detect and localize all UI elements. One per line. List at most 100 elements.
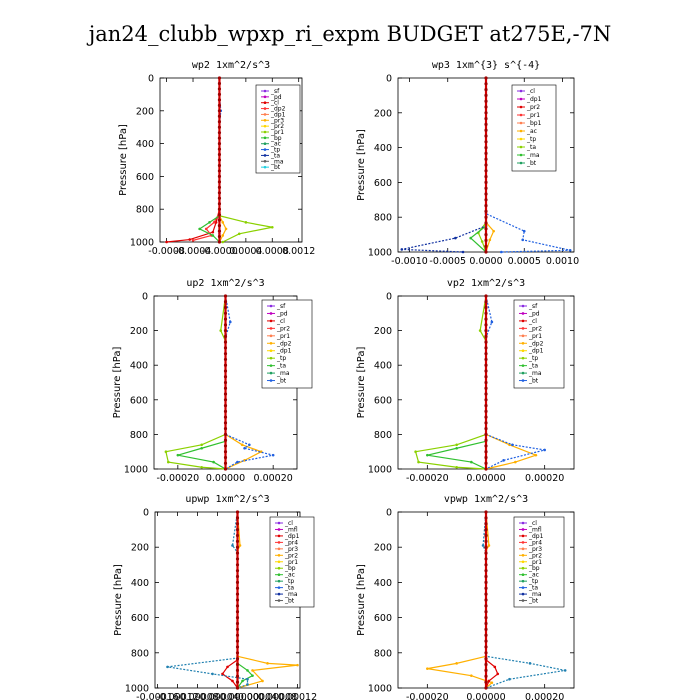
legend-marker (521, 592, 525, 596)
zero-profile-point (484, 128, 488, 132)
zero-profile-point (217, 81, 222, 86)
legend-marker (263, 148, 267, 151)
y-tick-label: 600 (131, 613, 149, 624)
zero-profile-point (484, 180, 488, 184)
zero-profile-point (235, 633, 240, 637)
data-point (241, 679, 244, 683)
zero-profile-point (217, 229, 222, 233)
series-line (166, 78, 221, 243)
legend-entry: _pr1 (276, 333, 290, 340)
x-tick-label: 0.00004 (238, 692, 277, 700)
legend-entry: _pr3 (528, 546, 542, 553)
zero-profile-point (217, 202, 222, 206)
legend-entry: _ac (284, 572, 295, 579)
zero-profile-point (223, 461, 228, 465)
zero-profile-point (484, 522, 488, 526)
x-tick-label: -0.00008 (176, 692, 219, 700)
data-point (521, 238, 525, 242)
data-point (200, 446, 203, 450)
data-point (470, 674, 473, 677)
zero-profile-point (217, 218, 222, 222)
data-point (211, 672, 214, 676)
legend-marker (521, 341, 525, 345)
zero-profile-point (235, 557, 240, 561)
data-point (469, 236, 472, 240)
zero-profile-point (484, 610, 488, 614)
data-point (490, 681, 494, 685)
zero-profile-point (484, 209, 488, 213)
zero-profile-point (484, 639, 488, 643)
zero-profile-point (223, 380, 228, 385)
y-tick-label: 800 (130, 430, 148, 441)
y-tick-label: 1000 (130, 238, 154, 249)
panel-1: wp2 1xm^2/s^3 0 200 400 600 800 1000 Pressure [… (118, 60, 315, 257)
data-point (240, 443, 244, 447)
panel-5: upwp 1xm^2/s^3 0 200 400 600 800 1000 Pressure … (113, 494, 317, 700)
zero-profile-point (484, 657, 488, 661)
zero-profile-point (235, 621, 240, 626)
legend-marker (277, 592, 281, 596)
zero-profile-point (217, 174, 222, 178)
legend-entry: _pr4 (284, 539, 298, 546)
zero-profile-point (484, 633, 488, 637)
data-point (426, 453, 429, 457)
legend-entry: _bt (276, 378, 287, 385)
data-point (488, 238, 492, 242)
legend-entry: _cl (270, 100, 279, 107)
zero-profile-point (484, 111, 488, 115)
legend-marker (263, 142, 267, 146)
zero-profile-point (484, 175, 488, 179)
series-line (177, 296, 227, 470)
panel-title: wp2 1xm^2/s^3 (192, 60, 270, 71)
x-tick-label: -0.00020 (406, 692, 449, 700)
legend-entry: _tp (276, 355, 286, 362)
zero-profile-point (484, 427, 488, 431)
zero-profile-point (484, 122, 488, 126)
zero-profile-point (217, 103, 222, 107)
legend-marker (521, 304, 525, 308)
y-axis-label: Pressure [hPa] (356, 564, 367, 636)
zero-profile-point (235, 604, 240, 608)
zero-profile-point (223, 305, 228, 310)
zero-profile-point (484, 621, 488, 626)
zero-profile-point (235, 586, 240, 590)
data-point (214, 221, 218, 224)
legend-entry: _ac (270, 141, 281, 148)
zero-profile-point (223, 427, 228, 431)
y-tick-label: 800 (374, 648, 392, 659)
data-point (251, 674, 254, 677)
y-tick-label: 400 (374, 578, 392, 589)
legend-entry: _ma (270, 158, 284, 165)
legend-marker (277, 599, 281, 602)
series-line (165, 295, 227, 470)
zero-profile-point (235, 574, 240, 579)
data-point (228, 320, 232, 324)
zero-profile-point (217, 87, 222, 91)
zero-profile-point (217, 240, 222, 244)
legend-marker (269, 364, 273, 367)
zero-profile-point (217, 131, 222, 135)
zero-profile-point (484, 467, 488, 471)
x-tick-label: 0.00020 (254, 473, 293, 484)
zero-profile-point (217, 169, 222, 173)
zero-profile-point (235, 645, 240, 649)
legend-entry: _ac (528, 572, 539, 579)
zero-profile-point (484, 403, 488, 408)
legend-entry: _ta (528, 363, 538, 370)
zero-profile-point (484, 186, 488, 190)
panel-6: vpwp 1xm^2/s^3 0 200 400 600 800 1000 Pressure … (356, 494, 575, 700)
data-point (563, 669, 567, 672)
legend-entry: _pr4 (528, 539, 542, 546)
zero-profile-point (484, 604, 488, 608)
data-point (492, 229, 495, 233)
legend-entry: _cl (276, 318, 285, 325)
y-tick-label: 400 (374, 143, 392, 154)
series-line (401, 78, 487, 253)
zero-profile-point (484, 539, 488, 543)
data-point (204, 227, 208, 231)
zero-profile-point (484, 340, 488, 344)
legend-entry: _bt (526, 160, 537, 167)
x-tick-label: 0.00000 (466, 473, 505, 484)
zero-profile-point (217, 207, 222, 211)
legend-entry: _ta (526, 144, 536, 151)
